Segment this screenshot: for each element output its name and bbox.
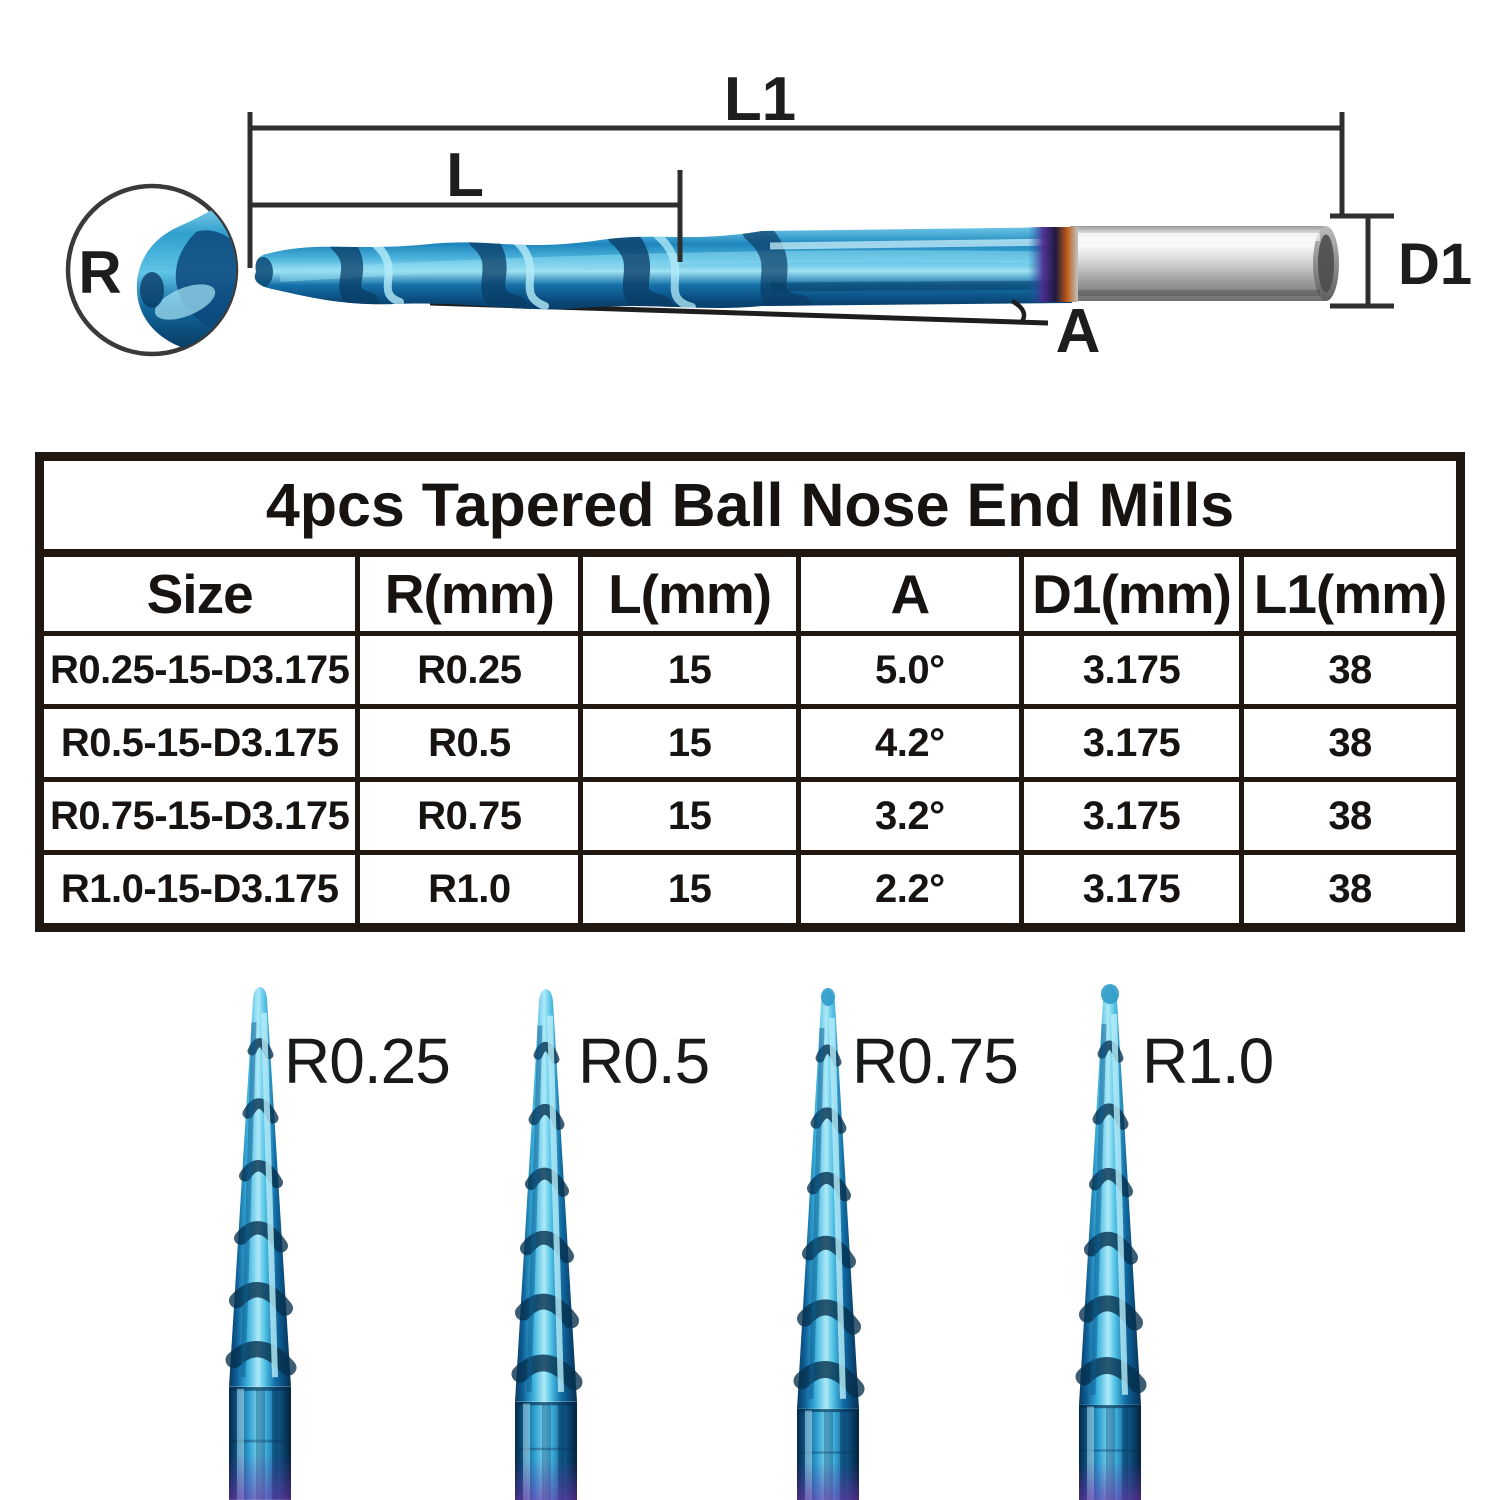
cutter-body <box>254 227 1072 310</box>
coating-transition-band <box>1028 227 1078 302</box>
table-row: R0.25-15-D3.175 R0.25 15 5.0° 3.175 38 <box>36 631 1463 709</box>
dim-label-r: R <box>78 239 121 306</box>
table-row: R0.5-15-D3.175 R0.5 15 4.2° 3.175 38 <box>36 704 1463 782</box>
radius-magnifier <box>65 183 239 357</box>
dim-label-l1: L1 <box>724 65 796 134</box>
cell-a: 4.2° <box>795 704 1024 782</box>
table-header-row: Size R(mm) L(mm) A D1(mm) L1(mm) <box>36 550 1463 636</box>
cell-l: 15 <box>578 850 801 930</box>
cell-l1: 38 <box>1239 631 1463 709</box>
cell-l: 15 <box>578 631 801 709</box>
cell-d1: 3.175 <box>1018 704 1245 782</box>
end-mills-lineup: R0.25 R0.5 R0.75 R1.0 <box>0 950 1274 1500</box>
table-row: R1.0-15-D3.175 R1.0 15 2.2° 3.175 38 <box>36 850 1463 930</box>
bit-label-r0-5: R0.5 <box>578 1025 709 1097</box>
cell-size: R1.0-15-D3.175 <box>36 850 361 930</box>
ball-tip <box>821 988 835 1006</box>
cell-d1: 3.175 <box>1018 777 1245 855</box>
col-header-size: Size <box>36 550 361 636</box>
dim-label-a: A <box>1056 297 1101 366</box>
cell-a: 3.2° <box>795 777 1024 855</box>
cell-l1: 38 <box>1239 850 1463 930</box>
flute-detail <box>254 227 1066 310</box>
cell-l1: 38 <box>1239 777 1463 855</box>
col-header-l: L(mm) <box>578 550 801 636</box>
ball-tip <box>1101 984 1119 1004</box>
bit-label-r0-25: R0.25 <box>284 1025 450 1097</box>
end-mill-r1-0 <box>1079 984 1141 1500</box>
bit-label-r0-75: R0.75 <box>852 1025 1018 1097</box>
dimension-lines <box>247 112 1394 309</box>
cell-size: R0.5-15-D3.175 <box>36 704 361 782</box>
cell-d1: 3.175 <box>1018 631 1245 709</box>
table-title: 4pcs Tapered Ball Nose End Mills <box>37 454 1463 557</box>
end-mill-r0-25 <box>229 987 291 1500</box>
cell-l: 15 <box>578 704 801 782</box>
shank <box>1070 226 1339 301</box>
cell-a: 5.0° <box>795 631 1024 709</box>
table-title-row: 4pcs Tapered Ball Nose End Mills <box>37 454 1463 557</box>
end-mill-dimension-diagram: L1 L R D1 A <box>65 65 1472 366</box>
cell-r: R0.5 <box>355 704 584 782</box>
cell-l1: 38 <box>1239 704 1463 782</box>
cell-a: 2.2° <box>795 850 1024 930</box>
end-mill-r0-5 <box>515 989 577 1500</box>
taper-angle-arc <box>1010 299 1027 325</box>
cell-d1: 3.175 <box>1018 850 1245 930</box>
cell-r: R0.75 <box>355 777 584 855</box>
cell-r: R0.25 <box>355 631 584 709</box>
cell-r: R1.0 <box>355 850 584 930</box>
cell-l: 15 <box>578 777 801 855</box>
cell-size: R0.75-15-D3.175 <box>36 777 361 855</box>
col-header-a: A <box>795 550 1024 636</box>
spec-table: 4pcs Tapered Ball Nose End Mills Size R(… <box>35 452 1465 932</box>
dim-label-d1: D1 <box>1398 232 1472 297</box>
bit-label-r1-0: R1.0 <box>1142 1025 1273 1097</box>
end-mill-r0-75 <box>797 988 859 1500</box>
cell-size: R0.25-15-D3.175 <box>36 631 361 709</box>
col-header-r: R(mm) <box>355 550 584 636</box>
col-header-d1: D1(mm) <box>1018 550 1245 636</box>
dim-label-l: L <box>446 141 484 210</box>
table-row: R0.75-15-D3.175 R0.75 15 3.2° 3.175 38 <box>36 777 1463 855</box>
col-header-l1: L1(mm) <box>1239 550 1463 636</box>
